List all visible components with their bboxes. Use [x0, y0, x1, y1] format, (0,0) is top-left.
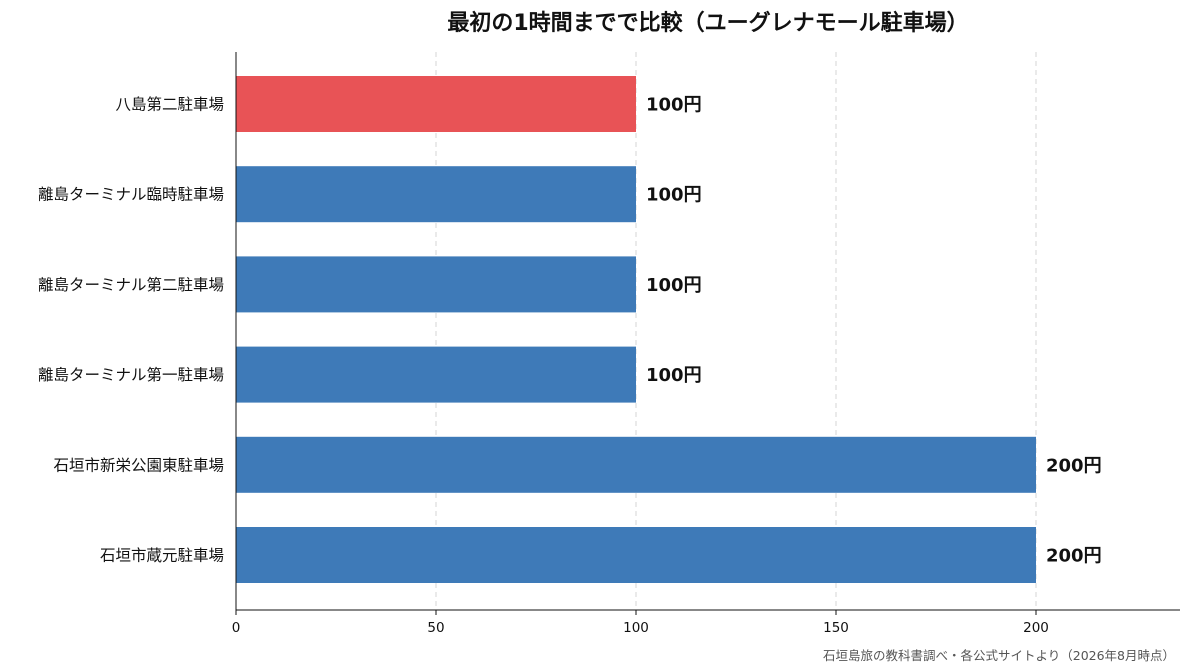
bars — [236, 76, 1036, 583]
bar — [236, 76, 636, 132]
chart-title: 最初の1時間までで比較（ユーグレナモール駐車場） — [447, 10, 968, 36]
bar — [236, 436, 1036, 493]
x-tick-label: 50 — [427, 620, 444, 636]
x-tick-label: 200 — [1023, 620, 1049, 636]
bar — [236, 256, 636, 313]
category-label: 離島ターミナル臨時駐車場 — [38, 186, 224, 204]
category-label: 石垣市新栄公園東駐車場 — [53, 456, 224, 474]
data-label: 100円 — [646, 95, 702, 116]
data-label: 200円 — [1046, 455, 1102, 476]
category-label: 八島第二駐車場 — [115, 96, 224, 114]
bar — [236, 346, 636, 403]
bar — [236, 527, 1036, 583]
data-label: 200円 — [1046, 546, 1102, 567]
data-label: 100円 — [646, 275, 702, 296]
x-tick-label: 0 — [232, 620, 241, 636]
category-label: 離島ターミナル第二駐車場 — [38, 276, 224, 294]
source-note: 石垣島旅の教科書調べ・各公式サイトより（2026年8月時点） — [823, 648, 1175, 663]
x-tick-label: 150 — [823, 620, 849, 636]
grid-lines — [435, 52, 1037, 610]
category-label: 離島ターミナル第一駐車場 — [38, 366, 224, 384]
bar — [236, 166, 636, 223]
category-label: 石垣市蔵元駐車場 — [100, 547, 224, 565]
axes: 0 50 100 150 200 — [232, 52, 1180, 636]
data-label: 100円 — [646, 185, 702, 206]
data-label: 100円 — [646, 365, 702, 386]
x-tick-label: 100 — [623, 620, 649, 636]
